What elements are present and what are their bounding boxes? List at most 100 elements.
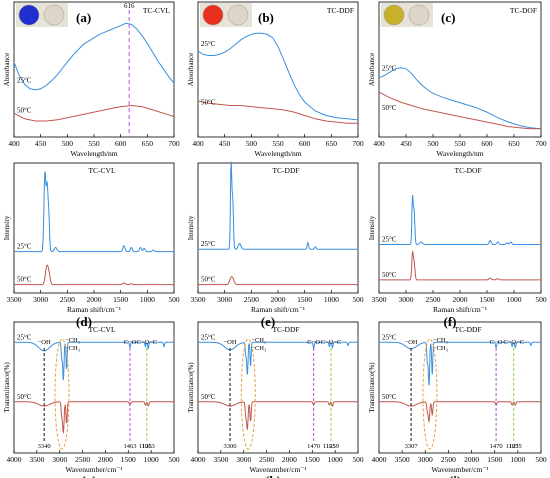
y-axis-label: Intensity xyxy=(3,215,11,240)
y-axis-label: Transmittance(%) xyxy=(368,362,376,413)
series-temp-label: 50°C xyxy=(201,276,216,284)
group-label: −OH xyxy=(405,339,418,346)
panel-title: TC-DDF xyxy=(327,6,354,15)
x-tick-label: 500 xyxy=(535,455,547,464)
panel-f: 3500 3000 2500 2000 1500 1000 500 Raman shift/c… xyxy=(368,162,547,329)
x-tick-label: 500 xyxy=(168,295,180,304)
x-tick-label: 3000 xyxy=(33,295,48,304)
panel-letter: (e) xyxy=(261,314,275,329)
panel-letter: (i) xyxy=(449,473,461,478)
ch-region-ellipse xyxy=(54,338,70,450)
peak-value-label: 1470 xyxy=(307,443,320,450)
peak-value-label: 3300 xyxy=(224,443,237,450)
x-tick-label: 500 xyxy=(427,139,439,148)
peak-value-label: 3340 xyxy=(38,443,51,450)
series-temp-label: 25°C xyxy=(382,333,397,341)
x-tick-label: 1500 xyxy=(297,295,312,304)
peak-value-label: 1125 xyxy=(139,443,152,450)
group-label: C−O xyxy=(307,339,320,346)
series-temp-label: 50°C xyxy=(17,393,32,401)
x-tick-label: 4000 xyxy=(191,455,206,464)
x-tick-label: 2500 xyxy=(75,455,90,464)
panel-title: TC-CVL xyxy=(88,166,116,175)
series-temp-label: 50°C xyxy=(17,276,32,284)
x-axis-label: Wavenumber/cm⁻¹ xyxy=(65,465,122,474)
x-tick-label: 1000 xyxy=(507,295,522,304)
x-axis-label: Wavenumber/cm⁻¹ xyxy=(431,465,488,474)
x-tick-label: 3500 xyxy=(372,295,387,304)
panel-letter: (f) xyxy=(444,314,457,329)
series-temp-label: 50°C xyxy=(382,393,397,401)
x-axis-label: Raman shift/cm⁻¹ xyxy=(251,305,305,314)
x-tick-label: 700 xyxy=(535,139,547,148)
series-line-25C xyxy=(379,194,541,245)
x-tick-label: 3000 xyxy=(418,455,433,464)
x-tick-label: 550 xyxy=(272,139,284,148)
x-axis-label: Raman shift/cm⁻¹ xyxy=(433,305,487,314)
x-tick-label: 650 xyxy=(326,139,338,148)
group-label: −CH₂ xyxy=(251,337,266,344)
series-line-50C xyxy=(379,401,541,424)
group-label-2: −CH₃ xyxy=(251,345,266,352)
x-tick-label: 3000 xyxy=(52,455,67,464)
x-tick-label: 650 xyxy=(142,139,154,148)
x-axis-label: Raman shift/cm⁻¹ xyxy=(67,305,121,314)
x-axis-label: Wavenumber/cm⁻¹ xyxy=(249,465,306,474)
x-tick-label: 2500 xyxy=(426,295,441,304)
series-line-25C xyxy=(13,22,175,91)
panel-e: 3500 3000 2500 2000 1500 1000 500 Raman shift/c… xyxy=(187,161,364,329)
x-tick-label: 1000 xyxy=(140,295,155,304)
x-tick-label: 4000 xyxy=(7,455,22,464)
x-tick-label: 500 xyxy=(246,139,258,148)
peak-value-label: 3307 xyxy=(405,443,419,450)
x-tick-label: 2500 xyxy=(60,295,75,304)
panel-title: TC-CVL xyxy=(88,325,116,334)
x-tick-label: 3500 xyxy=(213,455,228,464)
series-temp-label: 25°C xyxy=(17,243,32,251)
ch-region-ellipse xyxy=(422,338,438,450)
y-axis-label: Absorbance xyxy=(187,53,195,86)
x-axis-label: Wavelength/nm xyxy=(70,149,117,158)
panel-letter: (c) xyxy=(441,10,455,25)
x-tick-label: 3500 xyxy=(7,295,22,304)
panel-title: TC-DDF xyxy=(455,325,482,334)
x-tick-label: 450 xyxy=(35,139,47,148)
series-line-25C xyxy=(14,171,174,253)
vial-clear-icon xyxy=(408,4,430,26)
x-tick-label: 2000 xyxy=(87,295,102,304)
x-tick-label: 2000 xyxy=(464,455,479,464)
y-axis-label: Intensity xyxy=(187,215,195,240)
group-label: C−O−C xyxy=(321,339,342,346)
series-temp-label: 25°C xyxy=(382,64,397,72)
x-tick-label: 2000 xyxy=(453,295,468,304)
panel-title: TC-CVL xyxy=(143,6,171,15)
panel-c: 400 450 500 550 600 650 700 Wavelength/nm Absorb… xyxy=(368,1,547,158)
panel-b: 400 450 500 550 600 650 700 Wavelength/nm Absorb… xyxy=(187,1,364,158)
panel-title: TC-DOF xyxy=(510,6,537,15)
vial-colored-icon xyxy=(383,4,405,26)
series-temp-label: 50°C xyxy=(201,393,216,401)
peak-value-label: 1055 xyxy=(509,443,522,450)
x-tick-label: 3000 xyxy=(217,295,232,304)
peak-value-label: 1463 xyxy=(123,443,136,450)
peak-value-label: 1125 xyxy=(323,443,336,450)
x-tick-label: 2000 xyxy=(282,455,297,464)
series-temp-label: 50°C xyxy=(382,104,397,112)
plot-frame xyxy=(13,162,175,294)
plot-frame xyxy=(378,162,542,294)
peak-value-label: 1123 xyxy=(506,443,519,450)
panel-i: 4000 3500 3000 2500 2000 1500 1000 500 Wavenumbe… xyxy=(368,321,547,478)
series-temp-label: 25°C xyxy=(382,236,397,244)
x-tick-label: 400 xyxy=(192,139,204,148)
panel-h: 4000 3500 3000 2500 2000 1500 1000 500 Wavenumbe… xyxy=(187,321,364,478)
x-tick-label: 2500 xyxy=(259,455,274,464)
x-tick-label: 400 xyxy=(8,139,20,148)
x-tick-label: 500 xyxy=(352,295,364,304)
series-line-25C xyxy=(197,32,359,121)
x-tick-label: 500 xyxy=(62,139,74,148)
series-line-50C xyxy=(378,91,541,130)
group-label: C−O−C xyxy=(503,339,524,346)
x-tick-label: 2000 xyxy=(98,455,113,464)
x-tick-label: 1500 xyxy=(113,295,128,304)
